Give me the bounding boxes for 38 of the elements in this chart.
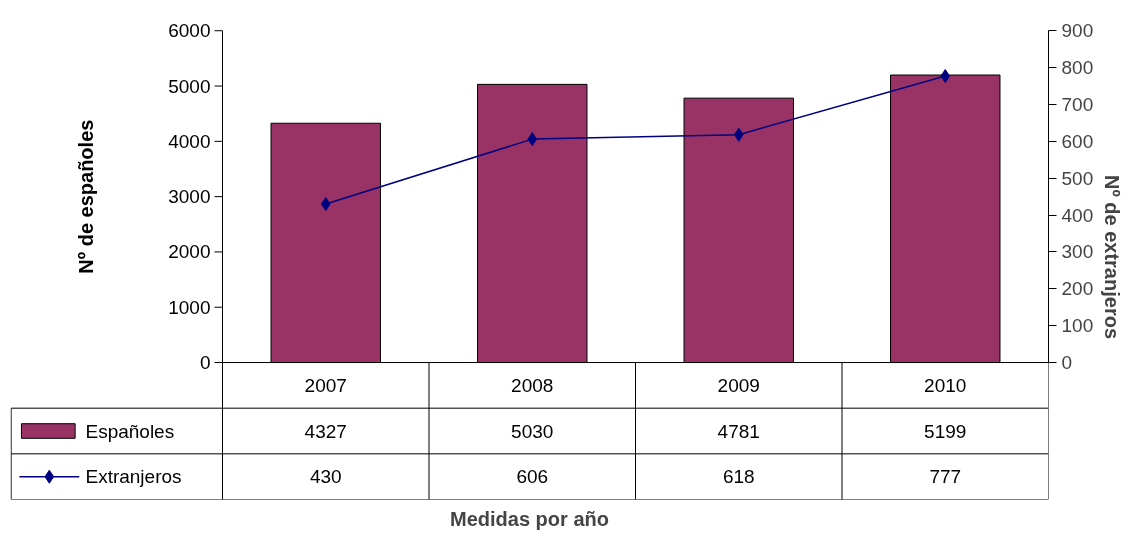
y-axis-title: Nº de españoles	[74, 119, 97, 274]
point	[733, 127, 744, 142]
y-tick-label: 2000	[168, 241, 211, 263]
y2-tick-label: 0	[1061, 352, 1073, 374]
data-label: 777	[929, 466, 962, 488]
x-tick-label: 2008	[511, 374, 554, 396]
data-label: 606	[516, 466, 549, 488]
x-tick-label: 2007	[304, 374, 347, 396]
y2-tick-label: 500	[1061, 167, 1094, 189]
y-tick-label: 5000	[168, 75, 211, 97]
point	[940, 69, 951, 84]
data-label: 4781	[717, 420, 760, 442]
point	[527, 132, 538, 147]
y2-axis-title: Nº de extranjeros	[1101, 174, 1124, 340]
data-label: 5199	[924, 420, 967, 442]
y2-tick-label: 600	[1061, 130, 1094, 152]
data-label: 4327	[304, 420, 347, 442]
y2-tick-label: 900	[1061, 20, 1094, 42]
y-tick-label: 4000	[168, 130, 211, 152]
y2-tick-label: 700	[1061, 93, 1094, 115]
point	[320, 197, 331, 211]
y2-tick-label: 400	[1061, 204, 1094, 226]
x-tick-label: 2010	[924, 374, 967, 396]
data-label: 618	[722, 466, 755, 488]
y-tick-label: 0	[199, 352, 211, 374]
y2-tick-label: 200	[1061, 278, 1094, 300]
y-tick-label: 3000	[168, 186, 211, 208]
legend-label: Extranjeros	[85, 466, 182, 488]
y2-tick-label: 800	[1061, 57, 1094, 79]
y-tick-label: 1000	[168, 296, 211, 318]
text: Medidas por año	[450, 507, 609, 530]
legend-label: Españoles	[85, 420, 175, 442]
y2-tick-label: 300	[1061, 241, 1094, 263]
x-tick-label: 2009	[717, 374, 760, 396]
y2-tick-label: 100	[1061, 315, 1094, 337]
y-tick-label: 6000	[168, 20, 211, 42]
data-label: 5030	[511, 420, 554, 442]
data-label: 430	[309, 466, 342, 488]
